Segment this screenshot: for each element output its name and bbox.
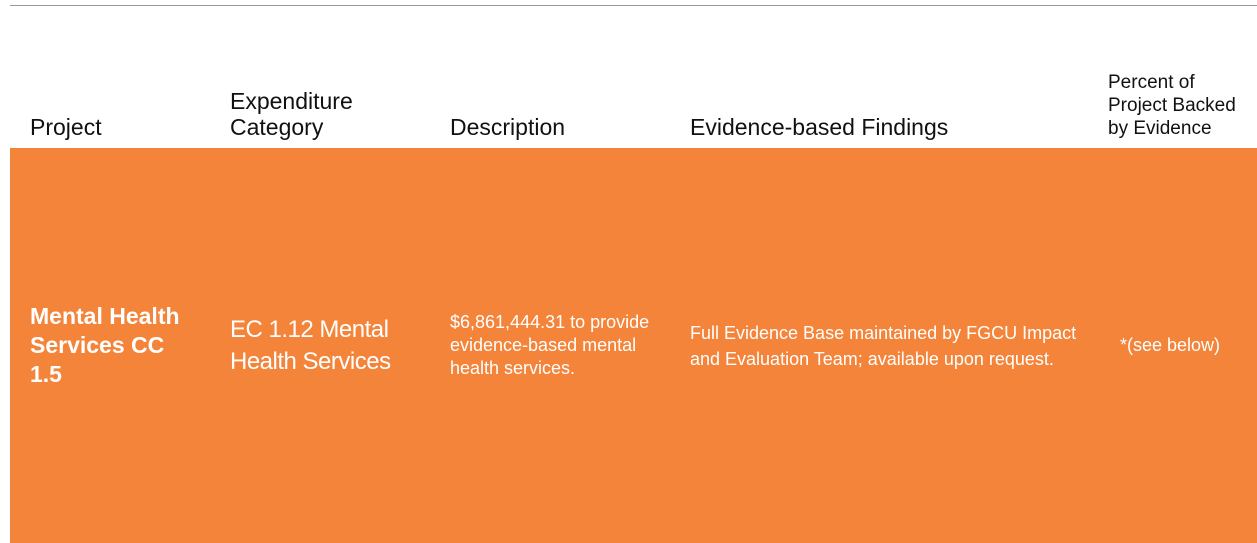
header-row: Project Expenditure Category Description…	[10, 6, 1257, 148]
evidence-cell: Full Evidence Base maintained by FGCU Im…	[670, 148, 1100, 543]
description-cell: $6,861,444.31 to provide evidence-based …	[430, 148, 670, 543]
header-cell: Evidence-based Findings	[690, 114, 949, 140]
header-cell: Project	[30, 114, 102, 140]
header-cell: Percent of Project Backed by Evidence	[1108, 72, 1236, 139]
percent-cell: *(see below)	[1100, 148, 1257, 543]
project-cell: Mental Health Services CC 1.5	[10, 148, 210, 543]
top-rule	[10, 5, 1257, 6]
evidence-table: Project Expenditure Category Description…	[10, 6, 1257, 543]
header-cell: Description	[450, 114, 566, 140]
header-cell: Expenditure Category	[230, 88, 353, 140]
category-cell: EC 1.12 Mental Health Services	[210, 148, 430, 543]
body-row: Mental Health Services CC 1.5 EC 1.12 Me…	[10, 148, 1257, 543]
